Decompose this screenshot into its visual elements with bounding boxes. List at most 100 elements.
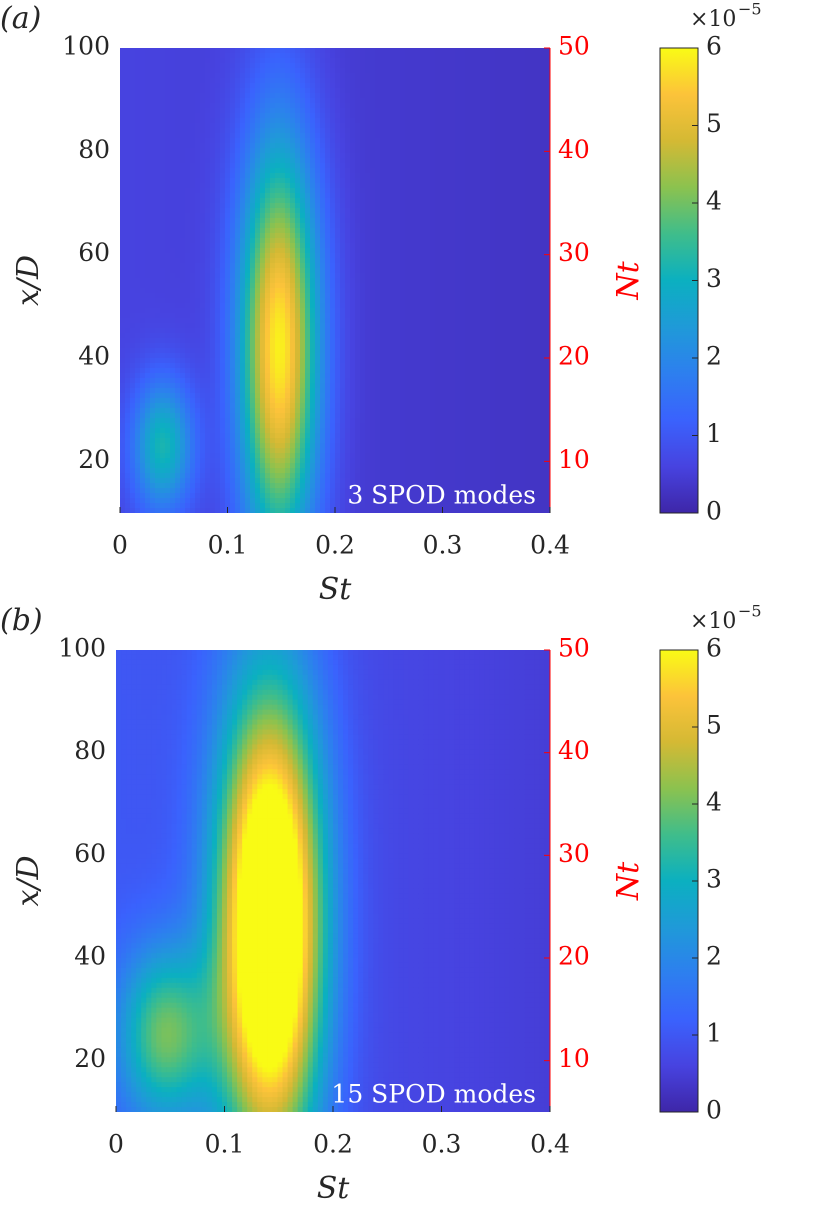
heatmap-cell <box>265 458 271 464</box>
heatmap-cell <box>220 203 226 209</box>
heatmap-cell <box>185 408 191 414</box>
heatmap-cell <box>280 263 286 269</box>
heatmap-cell <box>350 488 356 494</box>
heatmap-cell <box>135 498 141 504</box>
heatmap-cell <box>235 338 241 344</box>
heatmap-cell <box>220 178 226 184</box>
heatmap-cell <box>305 363 311 369</box>
heatmap-cell <box>220 278 226 284</box>
heatmap-cell <box>145 268 151 274</box>
heatmap-cell <box>205 253 211 259</box>
heatmap-cell <box>220 193 226 199</box>
heatmap-cell <box>130 473 136 479</box>
heatmap-cell <box>305 103 311 109</box>
heatmap-cell <box>385 193 391 199</box>
heatmap-cell <box>185 323 191 329</box>
heatmap-cell <box>265 113 271 119</box>
heatmap-cell <box>155 218 161 224</box>
heatmap-cell <box>305 308 311 314</box>
heatmap-cell <box>140 53 146 59</box>
heatmap-cell <box>230 393 236 399</box>
heatmap-cell <box>130 398 136 404</box>
heatmap-cell <box>195 143 201 149</box>
heatmap-cell <box>375 133 381 139</box>
heatmap-cell <box>270 343 276 349</box>
heatmap-cell <box>305 48 311 54</box>
heatmap-cell <box>140 403 146 409</box>
heatmap-cell <box>145 298 151 304</box>
heatmap-cell <box>235 378 241 384</box>
heatmap-cell <box>140 503 146 509</box>
heatmap-cell <box>295 323 301 329</box>
heatmap-cell <box>200 288 206 294</box>
heatmap-cell <box>220 473 226 479</box>
heatmap-cell <box>160 408 166 414</box>
heatmap-cell <box>315 83 321 89</box>
heatmap-cell <box>165 298 171 304</box>
heatmap-cell <box>295 58 301 64</box>
heatmap-cell <box>180 498 186 504</box>
heatmap-cell <box>195 488 201 494</box>
heatmap-cell <box>120 498 126 504</box>
heatmap-cell <box>330 53 336 59</box>
heatmap-cell <box>130 408 136 414</box>
heatmap-cell <box>305 193 311 199</box>
heatmap-cell <box>330 173 336 179</box>
heatmap-cell <box>130 308 136 314</box>
heatmap-cell <box>125 78 131 84</box>
heatmap-cell <box>210 433 216 439</box>
heatmap-cell <box>300 308 306 314</box>
heatmap-cell <box>165 438 171 444</box>
heatmap-cell <box>245 343 251 349</box>
heatmap-cell <box>275 218 281 224</box>
heatmap-cell <box>235 418 241 424</box>
heatmap-cell <box>130 483 136 489</box>
heatmap-cell <box>245 428 251 434</box>
heatmap-cell <box>305 358 311 364</box>
heatmap-cell <box>365 278 371 284</box>
heatmap-cell <box>315 403 321 409</box>
heatmap-cell <box>160 143 166 149</box>
heatmap-cell <box>285 148 291 154</box>
heatmap-cell <box>340 83 346 89</box>
heatmap-cell <box>250 408 256 414</box>
heatmap-cell <box>375 223 381 229</box>
heatmap-cell <box>355 193 361 199</box>
heatmap-cell <box>180 358 186 364</box>
heatmap-cell <box>215 178 221 184</box>
heatmap-cell <box>230 478 236 484</box>
heatmap-cell <box>125 383 131 389</box>
heatmap-cell <box>230 383 236 389</box>
heatmap-cell <box>265 498 271 504</box>
heatmap-cell <box>290 188 296 194</box>
heatmap-cell <box>170 268 176 274</box>
heatmap-cell <box>175 63 181 69</box>
heatmap-cell <box>155 153 161 159</box>
heatmap-cell <box>195 118 201 124</box>
heatmap-cell <box>385 203 391 209</box>
heatmap-cell <box>185 208 191 214</box>
heatmap-cell <box>350 58 356 64</box>
heatmap-cell <box>380 108 386 114</box>
heatmap-cell <box>225 373 231 379</box>
heatmap-cell <box>255 103 261 109</box>
heatmap-cell <box>265 318 271 324</box>
heatmap-cell <box>350 173 356 179</box>
heatmap-cell <box>270 223 276 229</box>
heatmap-cell <box>120 358 126 364</box>
heatmap-cell <box>180 383 186 389</box>
heatmap-cell <box>290 148 296 154</box>
heatmap-cell <box>215 393 221 399</box>
heatmap-cell <box>250 248 256 254</box>
heatmap-cell <box>205 493 211 499</box>
heatmap-cell <box>230 143 236 149</box>
heatmap-cell <box>155 383 161 389</box>
heatmap-cell <box>180 113 186 119</box>
heatmap-cell <box>330 113 336 119</box>
heatmap-cell <box>220 143 226 149</box>
heatmap-cell <box>130 278 136 284</box>
heatmap-cell <box>270 438 276 444</box>
heatmap-cell <box>310 478 316 484</box>
heatmap-cell <box>285 313 291 319</box>
heatmap-cell <box>385 173 391 179</box>
